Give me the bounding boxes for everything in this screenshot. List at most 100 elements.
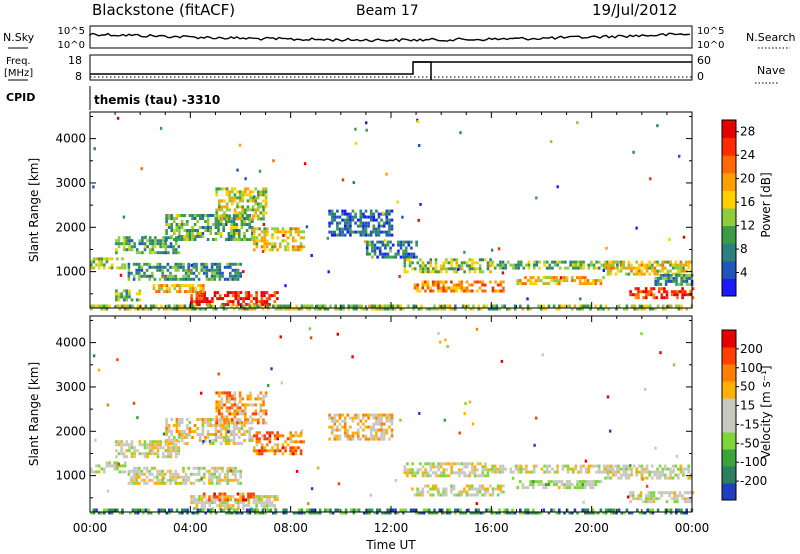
data-cell — [501, 467, 505, 471]
data-cell — [476, 474, 479, 478]
data-cell — [264, 193, 268, 197]
data-cell — [144, 307, 148, 311]
data-cell — [584, 483, 587, 487]
data-cell — [349, 212, 352, 216]
data-cell — [115, 298, 118, 302]
data-cell — [481, 471, 485, 475]
data-cell — [458, 431, 461, 435]
data-cell — [127, 271, 131, 275]
data-cell — [183, 223, 186, 226]
data-cell — [365, 249, 369, 253]
data-cell — [506, 511, 509, 515]
colorbar-swatch — [722, 225, 736, 244]
y-tick-label: 3000 — [55, 380, 86, 394]
data-cell — [508, 511, 512, 515]
data-cell — [607, 508, 610, 512]
data-cell — [165, 214, 168, 217]
data-cell — [292, 449, 295, 453]
data-cell — [494, 280, 497, 284]
data-cell — [590, 260, 593, 264]
data-cell — [574, 266, 578, 270]
data-cell — [556, 470, 559, 474]
data-cell — [461, 304, 465, 308]
data-cell — [138, 265, 141, 269]
data-cell — [652, 287, 656, 291]
data-cell — [379, 436, 382, 439]
data-cell — [578, 483, 582, 487]
data-cell — [677, 476, 680, 480]
data-cell — [231, 403, 234, 407]
data-cell — [640, 269, 644, 273]
data-cell — [346, 224, 350, 228]
data-cell — [351, 355, 354, 359]
data-cell — [140, 478, 144, 482]
data-cell — [651, 476, 654, 480]
data-cell — [450, 258, 453, 262]
data-cell — [468, 471, 472, 475]
data-cell — [186, 220, 189, 223]
data-cell — [553, 470, 557, 474]
data-cell — [501, 271, 505, 275]
data-cell — [473, 471, 477, 475]
data-cell — [248, 433, 251, 436]
data-cell — [121, 266, 124, 270]
data-cell — [367, 416, 370, 420]
data-cell — [231, 504, 235, 508]
data-cell — [406, 462, 409, 466]
data-cell — [539, 483, 543, 487]
data-cell — [123, 304, 127, 308]
data-cell — [268, 248, 272, 252]
noise-search-label: N.Search — [746, 31, 796, 44]
data-cell — [246, 193, 250, 197]
data-cell — [636, 508, 639, 512]
data-cell — [175, 223, 179, 226]
data-cell — [151, 449, 155, 453]
data-cell — [389, 307, 392, 311]
data-cell — [669, 263, 672, 267]
data-cell — [362, 224, 365, 228]
data-cell — [403, 465, 407, 469]
data-cell — [273, 495, 277, 499]
data-cell — [231, 469, 235, 473]
data-cell — [192, 472, 196, 476]
data-cell — [257, 397, 260, 401]
data-cell — [489, 264, 492, 268]
data-cell — [115, 443, 118, 447]
data-cell — [180, 214, 184, 217]
data-cell — [594, 511, 597, 515]
data-cell — [231, 412, 234, 416]
data-cell — [491, 470, 494, 474]
data-cell — [473, 280, 477, 284]
data-cell — [244, 208, 247, 212]
data-cell — [177, 440, 181, 444]
data-cell — [407, 255, 411, 259]
data-cell — [454, 511, 457, 515]
data-cell — [336, 425, 339, 429]
data-cell — [125, 292, 129, 296]
data-cell — [597, 307, 600, 311]
data-cell — [273, 452, 277, 456]
data-cell — [203, 265, 206, 269]
data-cell — [241, 498, 245, 502]
data-cell — [550, 508, 553, 512]
data-cell — [282, 511, 285, 515]
data-cell — [390, 428, 394, 432]
data-cell — [590, 464, 593, 468]
data-cell — [439, 270, 443, 274]
data-cell — [175, 427, 179, 430]
data-cell — [360, 307, 363, 311]
data-cell — [318, 511, 322, 515]
data-cell — [359, 215, 363, 219]
data-cell — [198, 291, 201, 295]
data-cell — [117, 292, 121, 296]
data-cell — [529, 279, 532, 283]
data-cell — [266, 307, 270, 311]
data-cell — [196, 427, 199, 430]
data-cell — [663, 287, 666, 291]
data-cell — [221, 478, 224, 482]
data-cell — [241, 199, 244, 203]
data-cell — [465, 474, 469, 478]
data-cell — [90, 511, 93, 515]
data-cell — [683, 500, 687, 504]
data-cell — [108, 257, 111, 261]
